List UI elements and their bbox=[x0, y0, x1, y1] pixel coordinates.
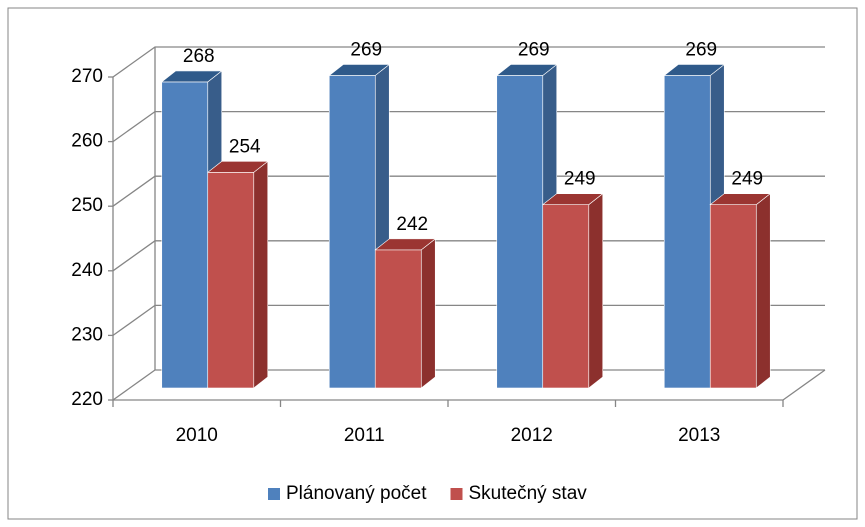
bar bbox=[542, 204, 590, 389]
data-label: 249 bbox=[731, 169, 763, 190]
bar-top bbox=[495, 64, 558, 76]
x-tick-label: 2012 bbox=[511, 425, 553, 446]
x-tick-label: 2013 bbox=[678, 425, 720, 446]
bar bbox=[496, 75, 544, 389]
x-tick-label: 2011 bbox=[344, 425, 385, 446]
y-tick-label: 240 bbox=[71, 260, 103, 281]
data-label: 269 bbox=[685, 39, 717, 60]
bar-side bbox=[253, 160, 269, 389]
bar-top bbox=[206, 161, 269, 173]
y-tick-label: 230 bbox=[71, 324, 103, 345]
data-label: 269 bbox=[518, 39, 550, 60]
bar-top bbox=[160, 70, 223, 83]
bar-side bbox=[755, 193, 771, 389]
y-tick-label: 260 bbox=[71, 131, 103, 152]
bar-top bbox=[709, 193, 772, 205]
legend-swatch bbox=[268, 488, 280, 500]
data-label: 268 bbox=[183, 46, 215, 67]
bar bbox=[374, 249, 422, 389]
data-label: 249 bbox=[564, 169, 596, 190]
bar-top bbox=[328, 64, 391, 76]
y-tick-label: 220 bbox=[71, 389, 103, 410]
legend-label: Plánovaný počet bbox=[286, 483, 427, 504]
bar-side bbox=[588, 193, 604, 389]
grid-line bbox=[112, 110, 825, 143]
bar-top bbox=[663, 64, 726, 76]
grid-line bbox=[112, 46, 825, 78]
data-label: 269 bbox=[350, 39, 382, 60]
data-label: 242 bbox=[396, 214, 428, 235]
bar bbox=[207, 172, 255, 389]
bar-top bbox=[374, 238, 437, 251]
bar bbox=[663, 75, 711, 389]
bar bbox=[161, 81, 209, 389]
bar-side bbox=[420, 238, 436, 389]
y-tick-label: 270 bbox=[71, 66, 103, 87]
legend-swatch bbox=[450, 488, 463, 500]
y-tick-label: 250 bbox=[71, 195, 103, 216]
bar-top bbox=[541, 193, 604, 205]
grid-line bbox=[112, 175, 825, 207]
bar bbox=[709, 204, 757, 389]
data-label: 254 bbox=[229, 136, 261, 157]
bar bbox=[328, 75, 376, 389]
x-tick-label: 2010 bbox=[176, 425, 218, 446]
legend-label: Skutečný stav bbox=[469, 483, 588, 504]
